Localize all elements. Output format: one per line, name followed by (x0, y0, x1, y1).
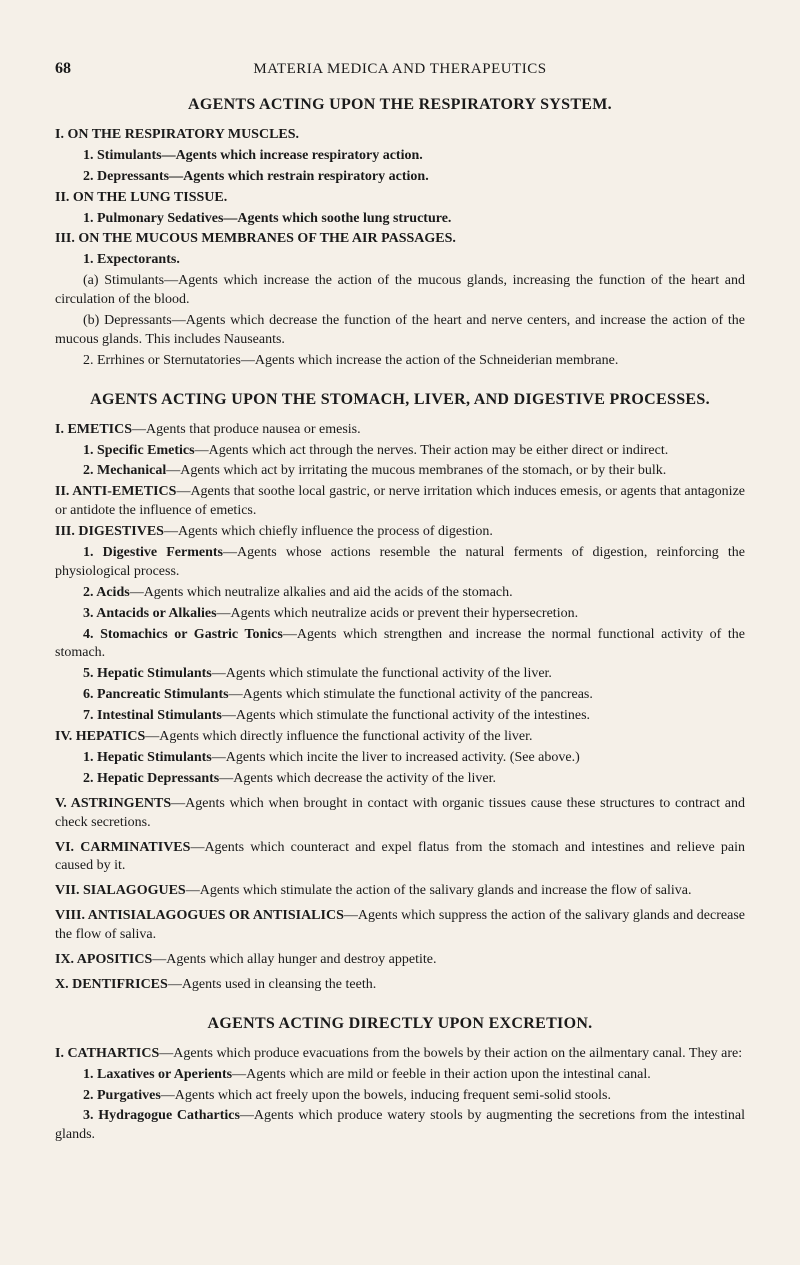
stom-v: V. ASTRINGENTS—Agents which when brought… (55, 795, 745, 833)
stom-viii: VIII. ANTISIALAGOGUES OR ANTISIALICS—Age… (55, 907, 745, 945)
stom-vii: VII. SIALAGOGUES—Agents which stimulate … (55, 882, 745, 901)
stom-iv-2: 2. Hepatic Depressants—Agents which decr… (55, 770, 745, 789)
stom-iii-1: 1. Digestive Ferments—Agents whose actio… (55, 544, 745, 582)
exc-i: I. CATHARTICS—Agents which produce evacu… (55, 1045, 745, 1064)
resp-i-2: 2. Depressants—Agents which restrain res… (55, 168, 745, 187)
running-title: MATERIA MEDICA AND THERAPEUTICS (95, 61, 745, 78)
stom-vi: VI. CARMINATIVES—Agents which counteract… (55, 839, 745, 877)
stom-ii: II. ANTI-EMETICS—Agents that soothe loca… (55, 483, 745, 521)
resp-iii-1: 1. Expectorants. (55, 251, 745, 270)
resp-iii-2: 2. Errhines or Sternutatories—Agents whi… (55, 352, 745, 371)
resp-ii-head: II. ON THE LUNG TISSUE. (55, 189, 745, 208)
stom-iii: III. DIGESTIVES—Agents which chiefly inf… (55, 523, 745, 542)
stom-iii-3: 3. Antacids or Alkalies—Agents which neu… (55, 605, 745, 624)
stom-iii-6: 6. Pancreatic Stimulants—Agents which st… (55, 686, 745, 705)
stom-iv: IV. HEPATICS—Agents which directly influ… (55, 728, 745, 747)
page-number: 68 (55, 60, 95, 78)
section-title-excretion: AGENTS ACTING DIRECTLY UPON EXCRETION. (55, 1015, 745, 1033)
resp-ii-1: 1. Pulmonary Sedatives—Agents which soot… (55, 210, 745, 229)
resp-i-1: 1. Stimulants—Agents which increase resp… (55, 147, 745, 166)
resp-iii-b: (b) Depressants—Agents which decrease th… (55, 312, 745, 350)
stom-i-1: 1. Specific Emetics—Agents which act thr… (55, 442, 745, 461)
stom-x: X. DENTIFRICES—Agents used in cleansing … (55, 976, 745, 995)
exc-i-3: 3. Hydragogue Cathartics—Agents which pr… (55, 1107, 745, 1145)
exc-i-2: 2. Purgatives—Agents which act freely up… (55, 1087, 745, 1106)
resp-iii-a: (a) Stimulants—Agents which increase the… (55, 272, 745, 310)
stom-iii-5: 5. Hepatic Stimulants—Agents which stimu… (55, 665, 745, 684)
page: 68 MATERIA MEDICA AND THERAPEUTICS AGENT… (0, 0, 800, 1197)
stom-ix: IX. APOSITICS—Agents which allay hunger … (55, 951, 745, 970)
section-title-respiratory: AGENTS ACTING UPON THE RESPIRATORY SYSTE… (55, 96, 745, 114)
exc-i-1: 1. Laxatives or Aperients—Agents which a… (55, 1066, 745, 1085)
resp-i-head: I. ON THE RESPIRATORY MUSCLES. (55, 126, 745, 145)
resp-iii-head: III. ON THE MUCOUS MEMBRANES OF THE AIR … (55, 230, 745, 249)
section-title-stomach: AGENTS ACTING UPON THE STOMACH, LIVER, A… (55, 391, 745, 409)
stom-i: I. EMETICS—Agents that produce nausea or… (55, 421, 745, 440)
stom-iii-2: 2. Acids—Agents which neutralize alkalie… (55, 584, 745, 603)
stom-i-2: 2. Mechanical—Agents which act by irrita… (55, 462, 745, 481)
stom-iii-7: 7. Intestinal Stimulants—Agents which st… (55, 707, 745, 726)
stom-iii-4: 4. Stomachics or Gastric Tonics—Agents w… (55, 626, 745, 664)
page-header: 68 MATERIA MEDICA AND THERAPEUTICS (55, 60, 745, 78)
stom-iv-1: 1. Hepatic Stimulants—Agents which incit… (55, 749, 745, 768)
